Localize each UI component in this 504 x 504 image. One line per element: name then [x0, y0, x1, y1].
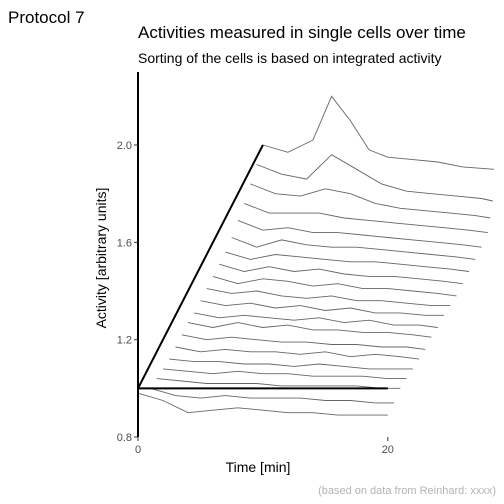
cell-trace-20	[262, 95, 495, 170]
reference-line-2	[137, 144, 264, 389]
cell-trace-3	[156, 378, 401, 389]
y-tick-label-1: 1.2	[117, 335, 132, 347]
cell-trace-7	[181, 334, 426, 350]
cell-trace-9	[194, 312, 438, 328]
cell-trace-4	[162, 368, 407, 380]
cell-trace-15	[231, 237, 476, 260]
axes: 0.8 1.2 1.6 2.0 0 20	[117, 72, 394, 456]
y-axis-title: Activity [arbitrary units]	[93, 188, 109, 329]
cell-trace-18	[250, 183, 491, 219]
y-tick-label-0: 0.8	[117, 432, 132, 444]
cell-trace-13	[219, 263, 463, 285]
cell-trace-14	[225, 251, 470, 272]
chart-title: Activities measured in single cells over…	[138, 23, 466, 42]
x-tick-label-0: 0	[135, 444, 141, 456]
cell-trace-19	[256, 154, 493, 202]
cell-trace-10	[200, 300, 444, 316]
cell-trace-17	[244, 202, 488, 234]
cell-trace-11	[206, 288, 451, 307]
cell-trace-12	[212, 275, 457, 297]
chart-subtitle: Sorting of the cells is based on integra…	[138, 50, 442, 66]
reference-lines	[137, 144, 388, 390]
data-source-caption: (based on data from Reinhard: xxxx)	[318, 485, 496, 497]
protocol-label: Protocol 7	[8, 8, 85, 27]
y-tick-label-3: 2.0	[117, 140, 132, 152]
series-layer	[137, 95, 495, 416]
cell-trace-16	[237, 219, 482, 248]
cell-trace-5	[169, 358, 413, 370]
y-tick-label-2: 1.6	[117, 237, 132, 249]
cell-trace-6	[175, 346, 420, 360]
cell-trace-2	[150, 387, 395, 404]
x-tick-label-1: 20	[382, 444, 394, 456]
cell-trace-8	[187, 322, 432, 338]
x-axis-title: Time [min]	[226, 459, 291, 475]
cell-trace-1	[137, 392, 388, 416]
